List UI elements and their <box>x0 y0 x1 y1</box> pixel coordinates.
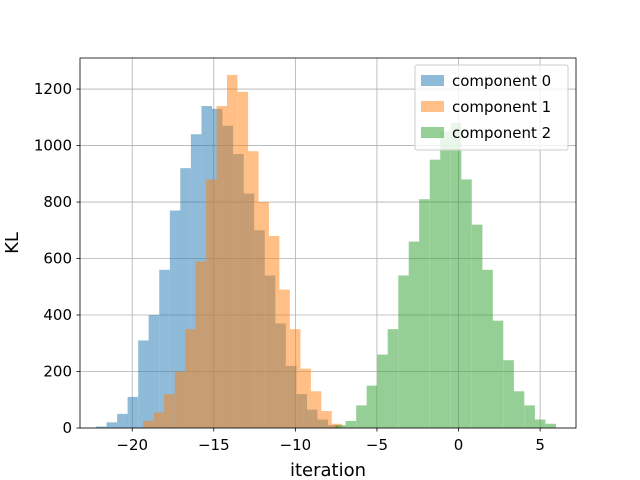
histogram-bar <box>387 329 399 428</box>
x-tick-label: −15 <box>198 436 230 454</box>
histogram-bar <box>127 396 139 428</box>
histogram-bar <box>408 241 420 428</box>
legend-swatch <box>421 75 444 86</box>
x-axis-title: iteration <box>290 460 366 480</box>
x-tick-label: −20 <box>116 436 148 454</box>
histogram-bar <box>450 122 462 429</box>
histogram-bar <box>279 289 290 428</box>
legend-swatch <box>421 127 444 138</box>
series-1-bars <box>143 74 343 429</box>
histogram-bar <box>95 426 107 428</box>
legend-label: component 0 <box>452 72 551 90</box>
y-tick-label: 1000 <box>34 137 72 155</box>
histogram-bar <box>195 261 207 428</box>
histogram-bar <box>440 131 451 428</box>
histogram-bar <box>106 422 118 428</box>
histogram-bar <box>503 360 514 428</box>
histogram-bar <box>268 235 280 428</box>
histogram-bar <box>482 269 493 428</box>
histogram-bar <box>159 269 170 428</box>
y-tick-label: 200 <box>43 363 72 381</box>
histogram-bar <box>534 419 546 428</box>
legend-label: component 1 <box>452 98 551 116</box>
histogram-bar <box>226 74 238 428</box>
histogram-bar <box>366 385 378 428</box>
legend-item: component 1 <box>421 98 551 116</box>
histogram-bar <box>300 368 311 428</box>
plot-frame <box>79 57 577 429</box>
y-tick-label: 0 <box>62 419 72 437</box>
legend: component 0 component 1 component 2 <box>414 64 569 151</box>
histogram-bar <box>143 420 154 428</box>
histogram-bar <box>335 425 346 428</box>
legend-box <box>414 64 569 151</box>
x-axis-ticks: −20 −15 −10 −5 0 5 <box>116 428 545 454</box>
x-tick-label: 0 <box>454 436 464 454</box>
legend-item: component 2 <box>421 124 551 142</box>
series-2-bars <box>335 122 556 429</box>
histogram-bar <box>289 329 301 428</box>
histogram-bar <box>169 210 181 428</box>
histogram-bar <box>216 106 228 429</box>
histogram-bar <box>377 354 388 428</box>
histogram-bar <box>153 412 165 428</box>
histogram-bar <box>174 371 186 428</box>
histogram-bar <box>138 340 149 428</box>
histogram-bar <box>513 391 525 428</box>
histogram-bar <box>524 405 535 428</box>
histogram-bar <box>345 420 357 428</box>
histogram-bar <box>117 413 128 428</box>
histogram-bars <box>95 74 556 429</box>
y-tick-label: 400 <box>43 306 72 324</box>
histogram-bar <box>461 179 472 428</box>
histogram-bar <box>398 275 409 428</box>
histogram-bar <box>471 224 483 428</box>
histogram-bar <box>545 423 556 428</box>
histogram-bar <box>148 315 160 428</box>
histogram-bar <box>164 394 175 428</box>
histogram-bar <box>206 179 217 428</box>
histogram-bar <box>492 320 504 428</box>
histogram-bar <box>180 168 191 429</box>
legend-label: component 2 <box>452 124 551 142</box>
histogram-bar <box>356 405 367 428</box>
histogram-bar <box>258 202 269 428</box>
histogram-bar <box>310 391 322 428</box>
x-tick-label: 5 <box>535 436 545 454</box>
x-tick-label: −10 <box>280 436 312 454</box>
y-axis-ticks: 0 200 400 600 800 1000 1200 <box>34 80 80 437</box>
y-axis-title: KL <box>2 232 23 254</box>
histogram-bar <box>185 329 196 428</box>
y-tick-label: 800 <box>43 193 72 211</box>
histogram-bar <box>237 91 249 428</box>
histogram-bar <box>419 199 430 428</box>
histogram-bar <box>321 411 332 428</box>
x-tick-label: −5 <box>366 436 388 454</box>
y-tick-label: 1200 <box>34 80 72 98</box>
histogram-bar <box>248 151 259 428</box>
histogram-bar <box>429 159 441 428</box>
legend-swatch <box>421 101 444 112</box>
legend-item: component 0 <box>421 72 551 90</box>
y-tick-label: 600 <box>43 250 72 268</box>
